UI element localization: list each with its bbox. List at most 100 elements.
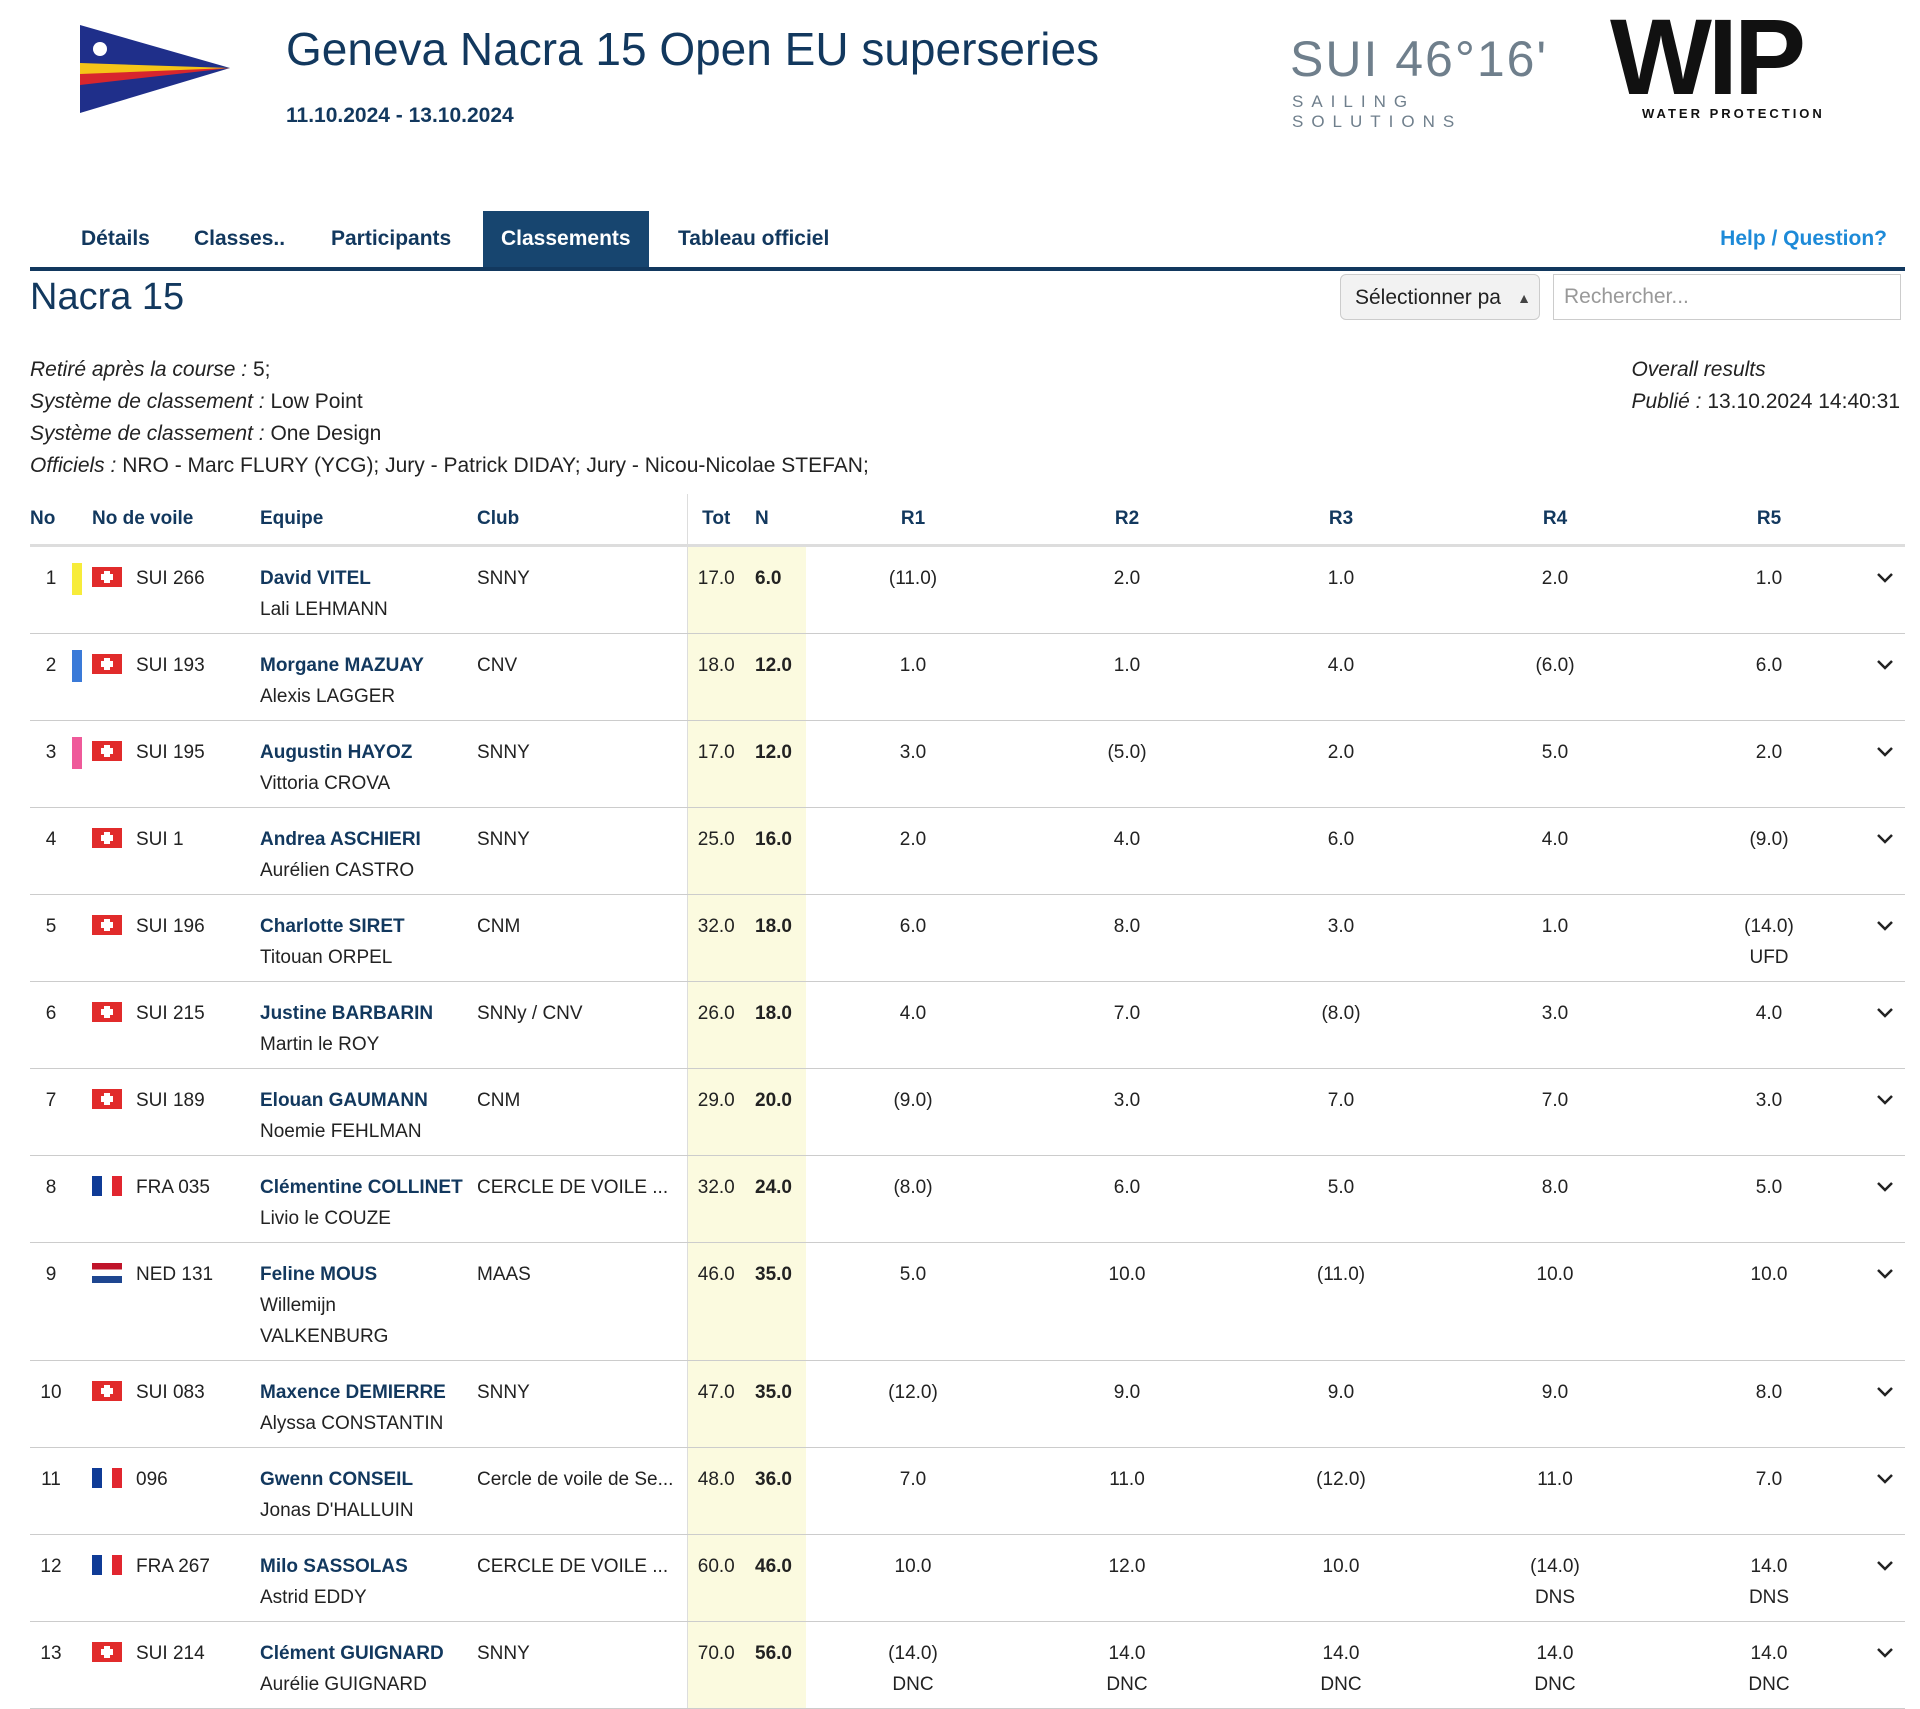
expand-cell [1876, 1534, 1905, 1622]
helm-name[interactable]: Charlotte SIRET [260, 916, 405, 937]
race-4-score: 11.0 [1448, 1447, 1662, 1535]
chevron-down-icon[interactable] [1876, 654, 1894, 676]
table-row[interactable]: 3 SUI 195 Augustin HAYOZ Vittoria CROVA SNNY… [30, 720, 1905, 808]
col-header-r4[interactable]: R4 [1448, 494, 1662, 547]
table-row[interactable]: 1 SUI 266 David VITEL Lali LEHMANN SNNY 17.0 6… [30, 545, 1905, 634]
total-points: 25.0 [686, 807, 745, 895]
helm-name[interactable]: Gwenn CONSEIL [260, 1469, 414, 1490]
race-score: 4.0 [899, 1003, 927, 1024]
table-row[interactable]: 9 NED 131 Feline MOUS Willemijn VALKENBURG MA… [30, 1242, 1905, 1361]
race-1-score: (14.0) DNC [806, 1621, 1020, 1709]
overall-results-label: Overall results [1631, 358, 1766, 381]
filter-select[interactable]: Sélectionner pa ▲ [1340, 274, 1540, 320]
col-header-r3[interactable]: R3 [1234, 494, 1448, 547]
crew-name: Lali LEHMANN [260, 599, 388, 620]
race-4-score: 1.0 [1448, 894, 1662, 982]
helm-name[interactable]: Elouan GAUMANN [260, 1090, 428, 1111]
helm-name[interactable]: Milo SASSOLAS [260, 1556, 408, 1577]
race-score: (8.0) [1321, 1003, 1361, 1024]
tab-participants[interactable]: Participants [331, 227, 452, 250]
chevron-down-icon[interactable] [1876, 1642, 1894, 1664]
table-row[interactable]: 12 FRA 267 Milo SASSOLAS Astrid EDDY CERCLE … [30, 1534, 1905, 1622]
race-4-score: 8.0 [1448, 1155, 1662, 1243]
crew-name: Aurélie GUIGNARD [260, 1674, 427, 1695]
net-points: 18.0 [745, 894, 806, 982]
rank-cell: 2 [30, 633, 72, 721]
chevron-down-icon[interactable] [1876, 1468, 1894, 1490]
expand-cell [1876, 1360, 1905, 1448]
col-header-sail[interactable]: No de voile [72, 494, 260, 547]
chevron-down-icon[interactable] [1876, 567, 1894, 589]
chevron-down-icon[interactable] [1876, 1381, 1894, 1403]
tab-tableau-officiel[interactable]: Tableau officiel [678, 227, 830, 250]
col-header-club[interactable]: Club [477, 494, 687, 547]
club-cell: SNNy / CNV [477, 981, 687, 1069]
chevron-down-icon[interactable] [1876, 741, 1894, 763]
table-row[interactable]: 10 SUI 083 Maxence DEMIERRE Alyssa CONSTANT… [30, 1360, 1905, 1448]
flag-cell [92, 720, 136, 808]
tab-classes[interactable]: Classes.. [194, 227, 286, 250]
helm-name[interactable]: David VITEL [260, 568, 371, 589]
search-input[interactable] [1553, 274, 1901, 320]
chevron-down-icon[interactable] [1876, 1002, 1894, 1024]
rank-cell: 3 [30, 720, 72, 808]
race-5-score: 8.0 [1662, 1360, 1876, 1448]
race-score: 8.0 [1755, 1382, 1783, 1403]
sail-number: 096 [136, 1447, 260, 1535]
chevron-down-icon[interactable] [1876, 915, 1894, 937]
chevron-down-icon[interactable] [1876, 828, 1894, 850]
helm-name[interactable]: Justine BARBARIN [260, 1003, 434, 1024]
tab-details[interactable]: Détails [81, 227, 150, 250]
chevron-down-icon[interactable] [1876, 1555, 1894, 1577]
helm-name[interactable]: Clémentine COLLINET [260, 1177, 463, 1198]
helm-name[interactable]: Clément GUIGNARD [260, 1643, 444, 1664]
race-score: 14.0 [1750, 1643, 1788, 1664]
help-link[interactable]: Help / Question? [1720, 227, 1887, 250]
col-header-r5[interactable]: R5 [1662, 494, 1876, 547]
table-row[interactable]: 4 SUI 1 Andrea ASCHIERI Aurélien CASTRO SNNY… [30, 807, 1905, 895]
team-cell: Morgane MAZUAY Alexis LAGGER [260, 633, 477, 721]
table-row[interactable]: 7 SUI 189 Elouan GAUMANN Noemie FEHLMAN CNM 2… [30, 1068, 1905, 1156]
race-score: 10.0 [1322, 1556, 1360, 1577]
table-row[interactable]: 13 SUI 214 Clément GUIGNARD Aurélie GUIGNAR… [30, 1621, 1905, 1709]
table-row[interactable]: 8 FRA 035 Clémentine COLLINET Livio le COUZ… [30, 1155, 1905, 1243]
col-header-n[interactable]: N [745, 494, 806, 547]
sail-number: SUI 189 [136, 1068, 260, 1156]
race-score: 10.0 [1108, 1264, 1146, 1285]
col-header-team[interactable]: Equipe [260, 494, 477, 547]
flag-cell [92, 1447, 136, 1535]
col-header-r1[interactable]: R1 [806, 494, 1020, 547]
team-cell: Elouan GAUMANN Noemie FEHLMAN [260, 1068, 477, 1156]
helm-name[interactable]: Maxence DEMIERRE [260, 1382, 446, 1403]
race-score: (12.0) [888, 1382, 938, 1403]
club-cell: CNV [477, 633, 687, 721]
race-penalty-code: DNC [1320, 1674, 1362, 1695]
helm-name[interactable]: Augustin HAYOZ [260, 742, 413, 763]
chevron-down-icon[interactable] [1876, 1089, 1894, 1111]
club-name: CNM [477, 916, 521, 937]
race-penalty-code: DNC [892, 1674, 934, 1695]
fra-flag-icon [92, 1554, 122, 1575]
table-row[interactable]: 6 SUI 215 Justine BARBARIN Martin le ROY SNN… [30, 981, 1905, 1069]
tab-classements[interactable]: Classements [483, 211, 649, 267]
chevron-down-icon[interactable] [1876, 1263, 1894, 1285]
crew-name: Martin le ROY [260, 1034, 380, 1055]
chevron-down-icon[interactable] [1876, 1176, 1894, 1198]
team-cell: Augustin HAYOZ Vittoria CROVA [260, 720, 477, 808]
col-header-no[interactable]: No [30, 494, 72, 547]
club-name: MAAS [477, 1264, 531, 1285]
race-score: (11.0) [1316, 1264, 1366, 1285]
table-row[interactable]: 11 096 Gwenn CONSEIL Jonas D'HALLUIN Cercle … [30, 1447, 1905, 1535]
race-2-score: 8.0 [1020, 894, 1234, 982]
table-row[interactable]: 2 SUI 193 Morgane MAZUAY Alexis LAGGER CNV 18… [30, 633, 1905, 721]
race-2-score: 6.0 [1020, 1155, 1234, 1243]
col-header-r2[interactable]: R2 [1020, 494, 1234, 547]
color-marker-cell [72, 1068, 92, 1156]
race-2-score: 7.0 [1020, 981, 1234, 1069]
col-header-tot[interactable]: Tot [686, 494, 745, 547]
race-1-score: (8.0) [806, 1155, 1020, 1243]
helm-name[interactable]: Andrea ASCHIERI [260, 829, 421, 850]
table-row[interactable]: 5 SUI 196 Charlotte SIRET Titouan ORPEL CNM 3… [30, 894, 1905, 982]
helm-name[interactable]: Feline MOUS [260, 1264, 378, 1285]
helm-name[interactable]: Morgane MAZUAY [260, 655, 424, 676]
